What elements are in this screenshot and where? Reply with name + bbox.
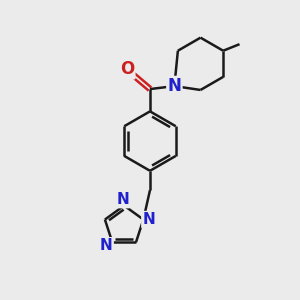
Text: N: N <box>142 212 155 227</box>
Text: N: N <box>167 77 181 95</box>
Text: N: N <box>116 192 129 207</box>
Text: N: N <box>100 238 113 253</box>
Text: O: O <box>120 60 134 78</box>
